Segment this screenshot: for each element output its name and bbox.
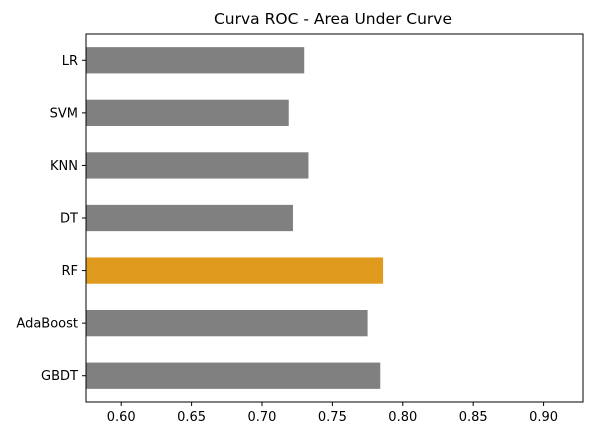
y-tick-label: RF [61,264,78,279]
x-tick-label: 0.90 [529,410,558,425]
chart-title: Curva ROC - Area Under Curve [214,10,452,28]
bar-gbdt [86,363,380,389]
y-tick-label: LR [62,54,78,69]
y-tick-label: DT [60,212,78,227]
y-tick-label: KNN [50,159,78,174]
bars-group [86,47,383,389]
y-tick-label: GBDT [41,369,78,384]
bar-rf [86,257,383,283]
x-tick-label: 0.75 [318,410,347,425]
bar-svm [86,100,289,126]
x-tick-label: 0.65 [177,410,206,425]
bar-lr [86,47,304,73]
bar-adaboost [86,310,368,336]
x-tick-label: 0.85 [459,410,488,425]
y-tick-label: SVM [50,106,78,121]
bar-dt [86,205,293,231]
x-tick-label: 0.80 [388,410,417,425]
bar-knn [86,152,308,178]
y-axis-ticks: LR SVM KNN DT RF AdaBoost GBDT [16,54,86,384]
y-tick-label: AdaBoost [16,317,78,332]
x-tick-label: 0.70 [248,410,277,425]
x-axis-ticks: 0.60 0.65 0.70 0.75 0.80 0.85 0.90 [107,402,558,425]
x-tick-label: 0.60 [107,410,136,425]
